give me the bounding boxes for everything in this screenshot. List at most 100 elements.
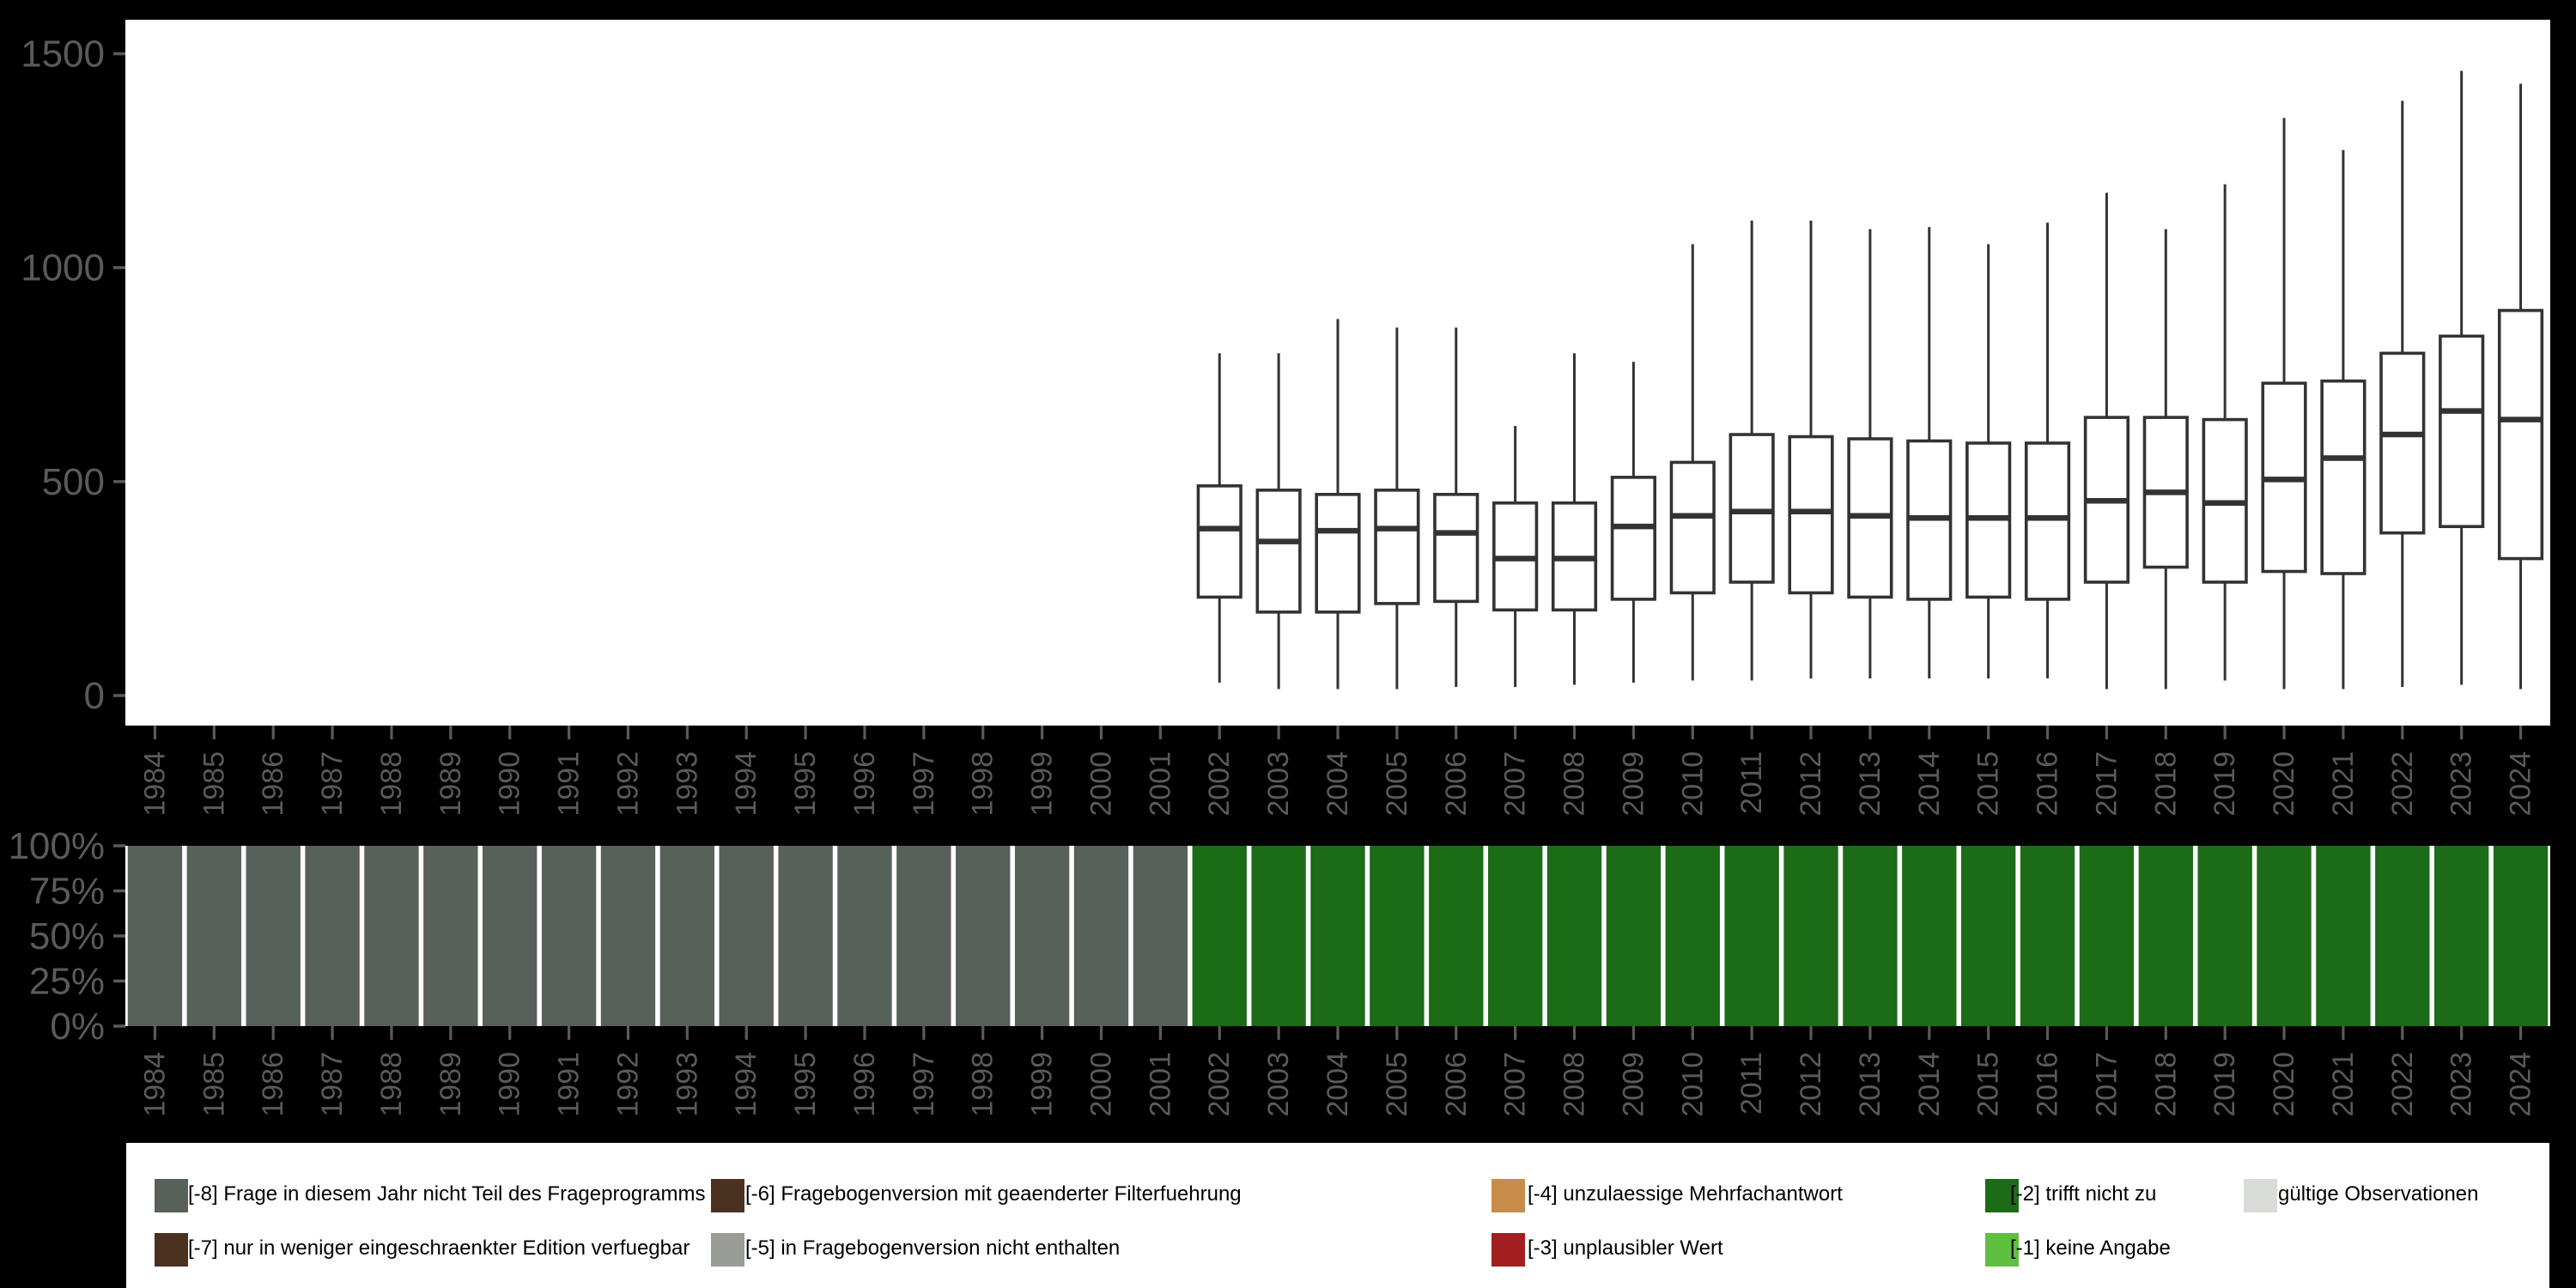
svg-text:2013: 2013 <box>1854 1052 1886 1117</box>
svg-text:2005: 2005 <box>1381 751 1413 817</box>
svg-text:2021: 2021 <box>2327 1052 2360 1117</box>
svg-text:1993: 1993 <box>671 751 703 817</box>
svg-text:2021: 2021 <box>2327 751 2360 817</box>
svg-text:2016: 2016 <box>2032 1052 2064 1117</box>
svg-text:2018: 2018 <box>2149 1052 2182 1117</box>
svg-text:2020: 2020 <box>2268 1052 2300 1117</box>
svg-text:2022: 2022 <box>2386 1052 2419 1117</box>
svg-text:1990: 1990 <box>494 1052 526 1117</box>
svg-text:1994: 1994 <box>730 1052 762 1117</box>
svg-text:2017: 2017 <box>2090 751 2123 817</box>
svg-text:1987: 1987 <box>316 751 349 817</box>
svg-text:2019: 2019 <box>2208 1052 2241 1117</box>
svg-text:1992: 1992 <box>611 1052 644 1117</box>
svg-text:[-4] unzulaessige Mehrfachantw: [-4] unzulaessige Mehrfachantwort <box>1528 1182 1843 1206</box>
svg-text:gültige Observationen: gültige Observationen <box>2278 1182 2478 1206</box>
svg-text:2010: 2010 <box>1676 751 1709 817</box>
svg-text:2017: 2017 <box>2090 1052 2123 1117</box>
svg-text:1990: 1990 <box>494 751 526 817</box>
svg-text:2001: 2001 <box>1144 751 1176 817</box>
svg-text:2000: 2000 <box>1084 1052 1117 1117</box>
svg-text:1993: 1993 <box>671 1052 703 1117</box>
svg-text:2012: 2012 <box>1795 1052 1827 1117</box>
svg-text:2004: 2004 <box>1321 1052 1354 1117</box>
svg-text:2000: 2000 <box>1084 751 1117 817</box>
svg-text:1995: 1995 <box>789 1052 822 1117</box>
svg-text:2002: 2002 <box>1203 751 1236 817</box>
svg-text:2006: 2006 <box>1440 751 1473 817</box>
svg-text:1998: 1998 <box>967 1052 999 1117</box>
svg-text:2022: 2022 <box>2386 751 2419 817</box>
svg-text:1989: 1989 <box>434 751 467 817</box>
svg-text:1999: 1999 <box>1026 1052 1059 1117</box>
svg-text:2007: 2007 <box>1499 1052 1532 1117</box>
svg-text:2020: 2020 <box>2268 751 2300 817</box>
svg-text:[-7] nur in weniger eingeschra: [-7] nur in weniger eingeschraenkter Edi… <box>188 1236 690 1260</box>
svg-text:75%: 75% <box>29 871 105 913</box>
svg-text:1000: 1000 <box>21 247 105 289</box>
svg-text:2002: 2002 <box>1203 1052 1236 1117</box>
svg-text:2015: 2015 <box>1972 1052 2005 1117</box>
svg-text:1987: 1987 <box>316 1052 349 1117</box>
svg-text:2013: 2013 <box>1854 751 1886 817</box>
svg-text:2014: 2014 <box>1913 1052 1946 1117</box>
svg-text:2024: 2024 <box>2505 751 2537 817</box>
svg-text:[-2] trifft nicht zu: [-2] trifft nicht zu <box>2010 1182 2156 1206</box>
svg-text:0%: 0% <box>50 1005 105 1048</box>
svg-text:2015: 2015 <box>1972 751 2005 817</box>
svg-text:2018: 2018 <box>2149 751 2182 817</box>
svg-text:50%: 50% <box>29 915 105 957</box>
svg-text:2009: 2009 <box>1617 751 1649 817</box>
svg-text:2004: 2004 <box>1321 751 1354 817</box>
svg-text:[-8] Frage in diesem Jahr nich: [-8] Frage in diesem Jahr nicht Teil des… <box>188 1182 705 1206</box>
svg-text:1999: 1999 <box>1026 751 1059 817</box>
svg-text:2014: 2014 <box>1913 751 1946 817</box>
svg-text:500: 500 <box>42 461 105 503</box>
svg-text:1984: 1984 <box>138 1052 171 1117</box>
svg-text:2008: 2008 <box>1558 751 1591 817</box>
svg-text:2005: 2005 <box>1381 1052 1413 1117</box>
svg-text:2003: 2003 <box>1262 1052 1295 1117</box>
svg-text:2024: 2024 <box>2505 1052 2537 1117</box>
svg-text:2012: 2012 <box>1795 751 1827 817</box>
svg-text:0: 0 <box>84 675 105 717</box>
svg-text:1995: 1995 <box>789 751 822 817</box>
svg-text:25%: 25% <box>29 961 105 1003</box>
svg-text:1996: 1996 <box>848 1052 881 1117</box>
svg-text:2023: 2023 <box>2445 1052 2478 1117</box>
svg-text:[-1] keine Angabe: [-1] keine Angabe <box>2010 1236 2171 1260</box>
svg-text:2003: 2003 <box>1262 751 1295 817</box>
svg-text:2009: 2009 <box>1617 1052 1649 1117</box>
svg-text:2008: 2008 <box>1558 1052 1591 1117</box>
svg-text:2010: 2010 <box>1676 1052 1709 1117</box>
svg-text:1991: 1991 <box>553 1052 586 1117</box>
svg-text:1989: 1989 <box>434 1052 467 1117</box>
svg-text:1986: 1986 <box>257 1052 289 1117</box>
svg-text:1991: 1991 <box>553 751 586 817</box>
svg-text:[-5] in Fragebogenversion nich: [-5] in Fragebogenversion nicht enthalte… <box>745 1236 1120 1260</box>
svg-text:1996: 1996 <box>848 751 881 817</box>
svg-text:1988: 1988 <box>375 751 408 817</box>
svg-text:1985: 1985 <box>197 751 230 817</box>
svg-text:2023: 2023 <box>2445 751 2478 817</box>
svg-text:2016: 2016 <box>2032 751 2064 817</box>
svg-text:1985: 1985 <box>197 1052 230 1117</box>
svg-text:2011: 2011 <box>1735 1052 1768 1115</box>
svg-text:1998: 1998 <box>967 751 999 817</box>
svg-text:1992: 1992 <box>611 751 644 817</box>
svg-text:2007: 2007 <box>1499 751 1532 817</box>
svg-text:[-6] Fragebogenversion mit gea: [-6] Fragebogenversion mit geaenderter F… <box>745 1182 1242 1206</box>
svg-text:1984: 1984 <box>138 751 171 817</box>
svg-text:2001: 2001 <box>1144 1052 1176 1117</box>
svg-text:1997: 1997 <box>908 1052 940 1117</box>
svg-text:1994: 1994 <box>730 751 762 817</box>
svg-text:2006: 2006 <box>1440 1052 1473 1117</box>
svg-text:100%: 100% <box>8 825 105 867</box>
svg-text:1997: 1997 <box>908 751 940 817</box>
svg-text:2019: 2019 <box>2208 751 2241 817</box>
svg-text:2011: 2011 <box>1735 751 1768 814</box>
svg-text:1988: 1988 <box>375 1052 408 1117</box>
svg-text:1986: 1986 <box>257 751 289 817</box>
svg-text:1500: 1500 <box>21 33 105 76</box>
svg-text:[-3] unplausibler Wert: [-3] unplausibler Wert <box>1528 1236 1723 1260</box>
